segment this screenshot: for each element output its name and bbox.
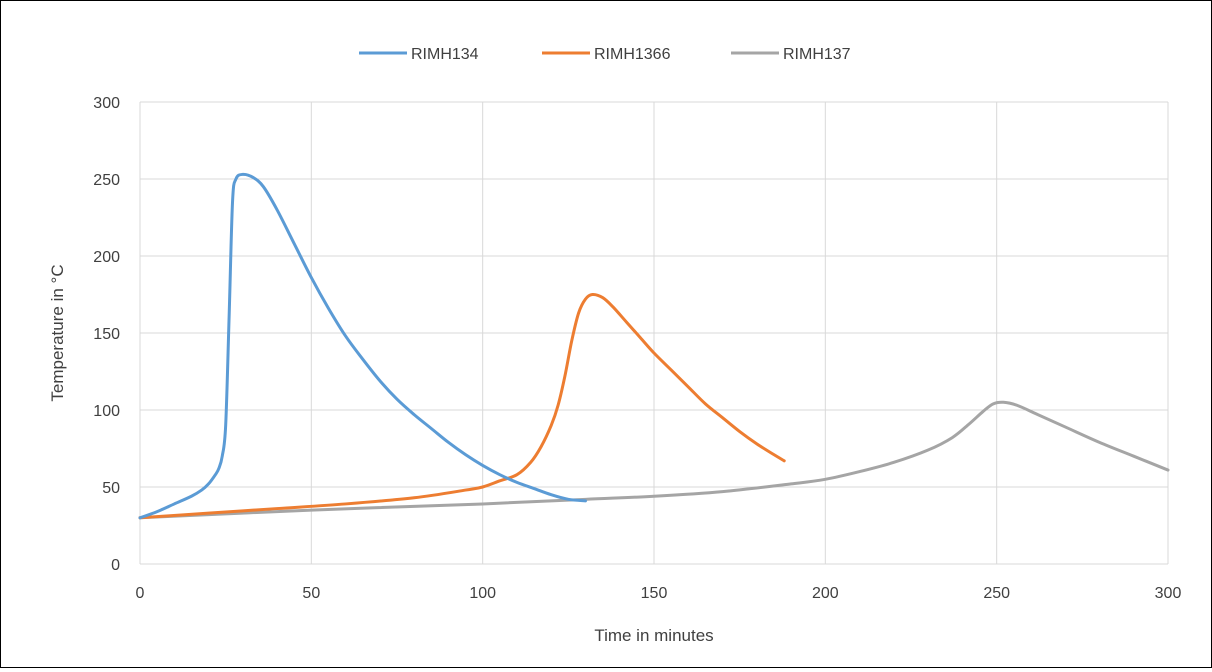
legend-label: RIMH137 [783, 46, 851, 63]
y-tick-label: 100 [93, 403, 120, 420]
legend-item-rimh134: RIMH134 [359, 46, 479, 63]
x-tick-label: 300 [1155, 585, 1182, 602]
x-tick-label: 250 [983, 585, 1010, 602]
y-tick-label: 0 [111, 557, 120, 574]
legend-label: RIMH134 [411, 46, 479, 63]
x-tick-label: 0 [136, 585, 145, 602]
y-tick-label: 300 [93, 95, 120, 112]
y-axis-tick-labels: 0 50 100 150 200 250 300 [93, 95, 120, 574]
y-tick-label: 200 [93, 249, 120, 266]
grid-lines [139, 101, 1169, 565]
series-line-rimh134 [138, 172, 587, 520]
legend-item-rimh1366: RIMH1366 [542, 46, 671, 63]
x-tick-label: 100 [469, 585, 496, 602]
series-line-rimh137 [138, 400, 1170, 520]
y-tick-label: 150 [93, 326, 120, 343]
y-axis-title: Temperature in °C [48, 264, 67, 401]
x-tick-label: 50 [302, 585, 320, 602]
x-axis-title: Time in minutes [594, 626, 713, 645]
series-lines [138, 172, 1170, 520]
y-tick-label: 50 [102, 480, 120, 497]
legend: RIMH134 RIMH1366 RIMH137 [359, 46, 851, 63]
x-axis-tick-labels: 0 50 100 150 200 250 300 [136, 585, 1182, 602]
y-tick-label: 250 [93, 172, 120, 189]
legend-item-rimh137: RIMH137 [731, 46, 851, 63]
x-tick-label: 200 [812, 585, 839, 602]
x-tick-label: 150 [641, 585, 668, 602]
series-line-rimh1366 [138, 292, 786, 520]
legend-label: RIMH1366 [594, 46, 671, 63]
